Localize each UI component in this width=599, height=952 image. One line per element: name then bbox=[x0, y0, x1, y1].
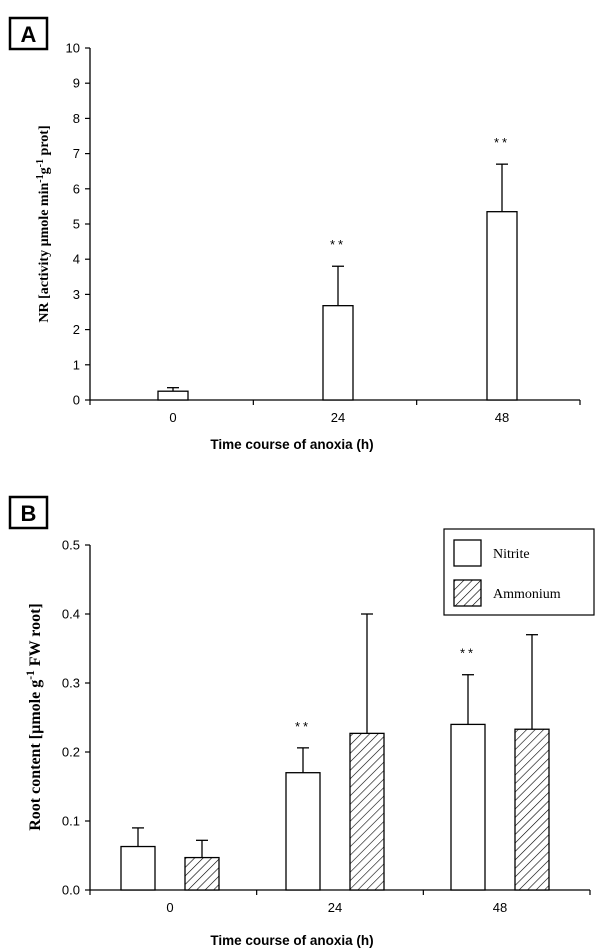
x-tick-label: 0 bbox=[166, 900, 173, 915]
x-tick-label: 48 bbox=[493, 900, 507, 915]
panel-b-label: B bbox=[21, 501, 37, 526]
y-tick-label: 7 bbox=[73, 146, 80, 161]
bar-ammonium-0 bbox=[184, 856, 220, 891]
panel-a-y-ticks: 0 1 2 3 4 5 6 7 8 9 10 bbox=[66, 41, 90, 408]
panel-b-bars: ** ** bbox=[120, 613, 550, 891]
panel-b-legend: Nitrite Ammonium bbox=[443, 528, 595, 616]
bar-series-48 bbox=[486, 211, 518, 401]
y-tick-label: 0.1 bbox=[62, 814, 80, 829]
bar-nitrite-0 bbox=[120, 845, 156, 891]
panel-b-y-label: Root content [µmole g-1 FW root] bbox=[25, 603, 44, 831]
y-tick-label: 9 bbox=[73, 76, 80, 91]
y-tick-label: 0.5 bbox=[62, 538, 80, 553]
bar-series-24 bbox=[322, 305, 354, 401]
bar-ammonium-24 bbox=[349, 732, 385, 891]
panel-a-x-ticks: 0 24 48 bbox=[89, 400, 581, 425]
panel-a-y-label: NR [activity µmole min-1g-1 prot] bbox=[35, 125, 53, 322]
legend-label-ammonium: Ammonium bbox=[493, 587, 561, 602]
legend-label-nitrite: Nitrite bbox=[493, 547, 530, 562]
x-tick-label: 24 bbox=[328, 900, 342, 915]
y-tick-label: 3 bbox=[73, 287, 80, 302]
legend-swatch-ammonium bbox=[453, 579, 482, 607]
panel-b-x-label: Time course of anoxia (h) bbox=[210, 933, 373, 948]
x-tick-label: 0 bbox=[169, 410, 176, 425]
significance-marker: ** bbox=[460, 646, 476, 661]
panel-a-label: A bbox=[21, 22, 37, 47]
y-tick-label: 5 bbox=[73, 217, 80, 232]
panel-b: B 0.0 0.1 0.2 0.3 0.4 0.5 0 24 48 ** ** Time cou… bbox=[8, 495, 595, 948]
panel-a-label-box bbox=[8, 16, 49, 51]
y-tick-label: 6 bbox=[73, 181, 80, 196]
y-tick-label: 1 bbox=[73, 357, 80, 372]
bar-series-0 bbox=[157, 390, 189, 401]
y-tick-label: 0 bbox=[73, 393, 80, 408]
bar-ammonium-48 bbox=[514, 728, 550, 891]
y-tick-label: 2 bbox=[73, 322, 80, 337]
legend-swatch-nitrite bbox=[453, 539, 482, 567]
panel-b-axes bbox=[89, 545, 590, 891]
y-tick-label: 10 bbox=[66, 41, 80, 56]
panel-b-x-ticks: 0 24 48 bbox=[89, 890, 591, 915]
y-tick-label: 4 bbox=[73, 252, 80, 267]
bar-nitrite-24 bbox=[285, 772, 321, 891]
y-tick-label: 0.0 bbox=[62, 883, 80, 898]
significance-marker: ** bbox=[295, 719, 311, 734]
panel-a-bars: ** ** bbox=[157, 135, 518, 401]
x-tick-label: 48 bbox=[495, 410, 509, 425]
significance-marker: ** bbox=[494, 135, 510, 150]
panel-b-label-box bbox=[8, 495, 49, 530]
panel-a-x-label: Time course of anoxia (h) bbox=[210, 437, 373, 452]
bar-nitrite-48 bbox=[450, 723, 486, 891]
x-tick-label: 24 bbox=[331, 410, 345, 425]
panel-a: A 0 1 2 3 4 5 6 7 8 9 10 0 24 48 ** ** Time course of… bbox=[8, 16, 581, 452]
panel-b-y-ticks: 0.0 0.1 0.2 0.3 0.4 0.5 bbox=[62, 538, 90, 898]
y-tick-label: 8 bbox=[73, 111, 80, 126]
significance-marker: ** bbox=[330, 237, 346, 252]
y-tick-label: 0.2 bbox=[62, 745, 80, 760]
y-tick-label: 0.4 bbox=[62, 607, 80, 622]
y-tick-label: 0.3 bbox=[62, 676, 80, 691]
